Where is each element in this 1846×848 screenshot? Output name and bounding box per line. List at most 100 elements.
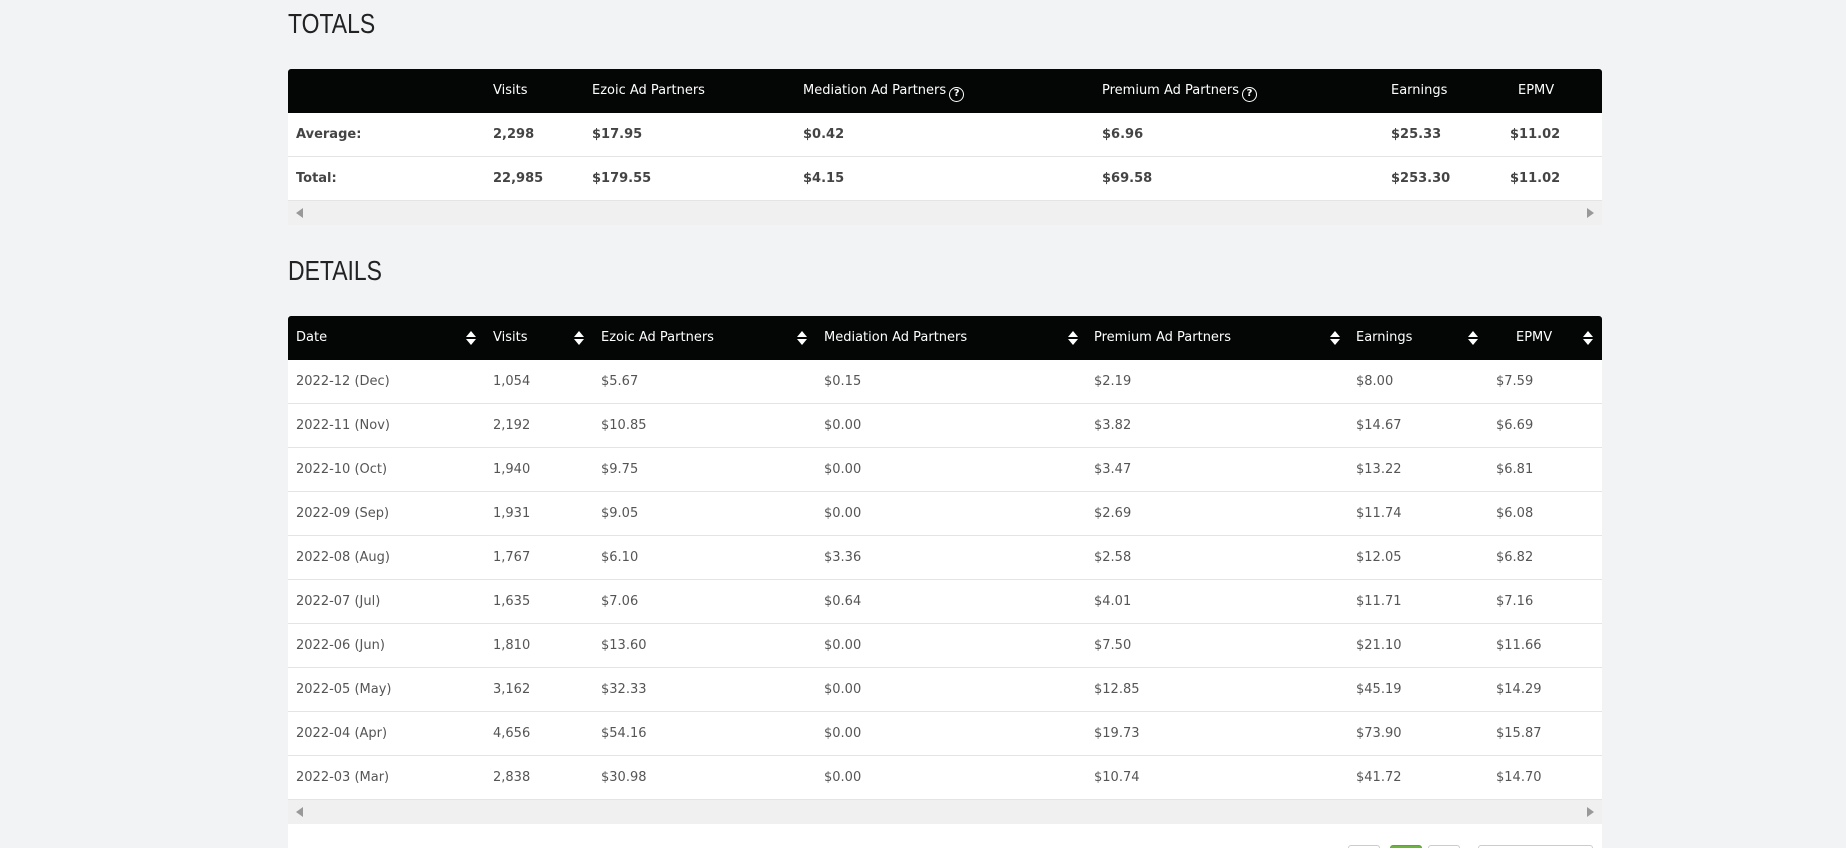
- table-row: 2022-08 (Aug) 1,767 $6.10 $3.36 $2.58 $12.05 $…: [288, 536, 1602, 580]
- sort-icon[interactable]: [1583, 329, 1593, 347]
- cell-ezoic: $30.98: [601, 770, 647, 785]
- details-col-date[interactable]: Date: [296, 330, 328, 345]
- details-table: Date Visits Ezoic Ad Partners Mediation …: [288, 316, 1602, 831]
- cell-epmv: $11.66: [1496, 638, 1542, 653]
- totals-title: TOTALS: [288, 8, 376, 39]
- cell-ezoic: $17.95: [592, 127, 643, 142]
- cell-premium: $4.01: [1094, 594, 1132, 609]
- cell-date: 2022-04 (Apr): [296, 726, 388, 741]
- table-row: 2022-12 (Dec) 1,054 $5.67 $0.15 $2.19 $8.00 $7…: [288, 360, 1602, 404]
- cell-epmv: $14.29: [1496, 682, 1542, 697]
- cell-mediation: $0.00: [824, 418, 862, 433]
- cell-earnings: $13.22: [1356, 462, 1402, 477]
- cell-visits: 2,192: [493, 418, 531, 433]
- scroll-left-icon[interactable]: [296, 807, 303, 817]
- totals-col-mediation: Mediation Ad Partners?: [803, 69, 965, 113]
- sort-icon[interactable]: [1068, 329, 1078, 347]
- pagination-prev-button[interactable]: [1348, 845, 1380, 848]
- cell-visits: 1,635: [493, 594, 531, 609]
- totals-col-premium: Premium Ad Partners?: [1102, 69, 1258, 113]
- cell-epmv: $6.81: [1496, 462, 1534, 477]
- totals-table: Visits Ezoic Ad Partners Mediation Ad Pa…: [288, 69, 1602, 225]
- sort-icon[interactable]: [466, 329, 476, 347]
- table-row: 2022-05 (May) 3,162 $32.33 $0.00 $12.85 $45.1…: [288, 668, 1602, 712]
- cell-date: 2022-08 (Aug): [296, 550, 390, 565]
- cell-ezoic: $5.67: [601, 374, 639, 389]
- cell-earnings: $25.33: [1391, 127, 1442, 142]
- cell-date: 2022-09 (Sep): [296, 506, 390, 521]
- cell-ezoic: $6.10: [601, 550, 639, 565]
- table-row: 2022-11 (Nov) 2,192 $10.85 $0.00 $3.82 $14.67…: [288, 404, 1602, 448]
- details-horizontal-scrollbar[interactable]: [288, 800, 1602, 824]
- cell-epmv: $6.82: [1496, 550, 1534, 565]
- cell-mediation: $0.00: [824, 682, 862, 697]
- totals-col-mediation-label: Mediation Ad Partners: [803, 83, 947, 98]
- cell-earnings: $12.05: [1356, 550, 1402, 565]
- sort-icon[interactable]: [1330, 329, 1340, 347]
- cell-mediation: $3.36: [824, 550, 862, 565]
- cell-date: 2022-10 (Oct): [296, 462, 388, 477]
- sort-icon[interactable]: [797, 329, 807, 347]
- question-circle-icon[interactable]: ?: [1242, 87, 1258, 102]
- cell-date: 2022-07 (Jul): [296, 594, 381, 609]
- cell-premium: $7.50: [1094, 638, 1132, 653]
- row-label: Total:: [296, 171, 337, 186]
- cell-epmv: $11.02: [1510, 171, 1561, 186]
- cell-premium: $6.96: [1102, 127, 1144, 142]
- cell-premium: $2.19: [1094, 374, 1132, 389]
- cell-premium: $3.82: [1094, 418, 1132, 433]
- cell-visits: 1,810: [493, 638, 531, 653]
- cell-mediation: $0.64: [824, 594, 862, 609]
- table-row: 2022-04 (Apr) 4,656 $54.16 $0.00 $19.73 $73.9…: [288, 712, 1602, 756]
- cell-mediation: $4.15: [803, 171, 845, 186]
- totals-col-epmv: EPMV: [1518, 83, 1555, 98]
- page-size-select[interactable]: [1478, 845, 1593, 848]
- cell-visits: 22,985: [493, 171, 544, 186]
- details-col-epmv[interactable]: EPMV: [1516, 330, 1553, 345]
- cell-earnings: $73.90: [1356, 726, 1402, 741]
- table-row: 2022-06 (Jun) 1,810 $13.60 $0.00 $7.50 $21.10…: [288, 624, 1602, 668]
- cell-date: 2022-05 (May): [296, 682, 392, 697]
- cell-visits: 1,054: [493, 374, 531, 389]
- details-col-premium[interactable]: Premium Ad Partners: [1094, 330, 1232, 345]
- question-circle-icon[interactable]: ?: [949, 87, 965, 102]
- cell-ezoic: $9.05: [601, 506, 639, 521]
- scroll-right-icon[interactable]: [1587, 807, 1594, 817]
- table-row: 2022-10 (Oct) 1,940 $9.75 $0.00 $3.47 $13.22 $…: [288, 448, 1602, 492]
- pagination-page-button[interactable]: [1390, 845, 1422, 848]
- cell-mediation: $0.00: [824, 462, 862, 477]
- cell-visits: 2,298: [493, 127, 535, 142]
- cell-epmv: $15.87: [1496, 726, 1542, 741]
- cell-premium: $12.85: [1094, 682, 1140, 697]
- cell-earnings: $253.30: [1391, 171, 1451, 186]
- details-col-earnings[interactable]: Earnings: [1356, 330, 1413, 345]
- cell-ezoic: $54.16: [601, 726, 647, 741]
- sort-icon[interactable]: [574, 329, 584, 347]
- cell-date: 2022-03 (Mar): [296, 770, 390, 785]
- cell-ezoic: $32.33: [601, 682, 647, 697]
- cell-premium: $10.74: [1094, 770, 1140, 785]
- cell-visits: 3,162: [493, 682, 531, 697]
- cell-mediation: $0.00: [824, 770, 862, 785]
- cell-date: 2022-06 (Jun): [296, 638, 385, 653]
- cell-epmv: $11.02: [1510, 127, 1561, 142]
- sort-icon[interactable]: [1468, 329, 1478, 347]
- totals-col-premium-label: Premium Ad Partners: [1102, 83, 1240, 98]
- details-col-mediation[interactable]: Mediation Ad Partners: [824, 330, 968, 345]
- scroll-right-icon[interactable]: [1587, 208, 1594, 218]
- cell-premium: $2.69: [1094, 506, 1132, 521]
- cell-visits: 1,940: [493, 462, 531, 477]
- cell-ezoic: $10.85: [601, 418, 647, 433]
- cell-date: 2022-11 (Nov): [296, 418, 390, 433]
- cell-mediation: $0.15: [824, 374, 862, 389]
- cell-mediation: $0.00: [824, 726, 862, 741]
- scroll-left-icon[interactable]: [296, 208, 303, 218]
- pagination-next-button[interactable]: [1428, 845, 1460, 848]
- cell-epmv: $7.59: [1496, 374, 1534, 389]
- totals-horizontal-scrollbar[interactable]: [288, 201, 1602, 225]
- details-col-ezoic[interactable]: Ezoic Ad Partners: [601, 330, 714, 345]
- cell-premium: $3.47: [1094, 462, 1132, 477]
- details-col-visits[interactable]: Visits: [493, 330, 528, 345]
- cell-earnings: $11.74: [1356, 506, 1402, 521]
- cell-ezoic: $179.55: [592, 171, 652, 186]
